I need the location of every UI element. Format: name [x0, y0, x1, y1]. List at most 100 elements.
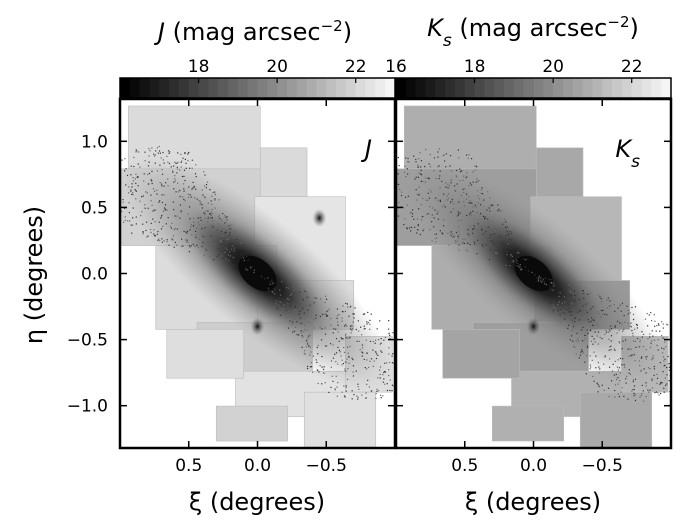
x-axis-label-j: ξ (degrees)	[189, 488, 325, 516]
colorbar-step	[139, 78, 150, 98]
colorbar-step	[228, 78, 239, 98]
colorbar-step	[375, 78, 386, 98]
colorbar-step	[286, 78, 298, 98]
colorbar-step	[504, 78, 515, 98]
colorbar-step	[454, 78, 466, 98]
colorbar-step	[612, 78, 623, 98]
colorbar-step	[277, 78, 288, 98]
colorbar-tick-label: 20	[542, 57, 564, 77]
colorbar-step	[474, 78, 485, 98]
colorbar-step	[178, 78, 190, 98]
galaxy-core	[238, 255, 277, 292]
colorbar-step	[641, 78, 652, 98]
colorbar-step	[592, 78, 603, 98]
bright-source	[526, 317, 541, 336]
colorbar-step	[602, 78, 613, 98]
x-ticks-ks: 0.5 0.0 −0.5	[451, 99, 623, 476]
bright-source	[312, 208, 327, 227]
x-tick-label: 0.5	[175, 456, 202, 476]
mosaic-tile	[166, 329, 245, 379]
colorbar-step	[336, 78, 347, 98]
colorbar-step	[345, 78, 357, 98]
colorbar-step	[661, 78, 672, 98]
x-tick-label: 0.0	[244, 456, 271, 476]
colorbar-tick-label: 18	[464, 57, 486, 77]
panel-ks: Ks 0.5 0.0 −0.5 16 18 20 22 Ks (mag arcsec−2)…	[385, 13, 673, 516]
colorbar-step	[396, 78, 407, 98]
colorbar-step	[247, 78, 258, 98]
surface-brightness-map-j	[120, 105, 395, 448]
colorbar-step	[435, 78, 446, 98]
colorbar-step	[218, 78, 229, 98]
colorbar-step	[257, 78, 268, 98]
colorbar-step	[169, 78, 180, 98]
colorbar-step	[129, 78, 141, 98]
colorbar-step	[267, 78, 278, 98]
colorbar-tick-label: 22	[345, 57, 367, 77]
panel-label-j: J	[361, 135, 372, 163]
colorbar-step	[425, 78, 436, 98]
y-tick-label: −0.5	[67, 331, 108, 351]
y-ticks-j: 1.0 0.5 0.0 −0.5 −1.0	[67, 132, 395, 417]
surface-brightness-map-ks	[396, 105, 671, 448]
colorbar-step	[306, 78, 317, 98]
mosaic-tile	[579, 391, 653, 448]
mosaic-tile	[535, 147, 584, 198]
colorbar-frame	[395, 77, 672, 99]
x-axis-label-ks: ξ (degrees)	[465, 488, 601, 516]
x-tick-label: 0.5	[451, 456, 478, 476]
colorbar-step	[355, 78, 367, 98]
y-axis-label: η (degrees)	[20, 206, 48, 344]
mosaic-tile	[491, 405, 565, 442]
mosaic-tile	[303, 391, 377, 448]
colorbar-step	[159, 78, 170, 98]
colorbar-step	[494, 78, 505, 98]
colorbar-step	[562, 78, 574, 98]
bright-source	[250, 317, 265, 336]
x-ticks-j: 0.5 0.0 −0.5	[175, 99, 347, 476]
colorbar-step	[445, 78, 456, 98]
colorbar-step	[484, 78, 495, 98]
colorbar-step	[316, 78, 327, 98]
colorbar-step	[631, 78, 643, 98]
colorbar-step	[188, 78, 200, 98]
colorbar-step	[553, 78, 564, 98]
y-tick-label: 0.5	[81, 198, 108, 218]
colorbar-step	[208, 78, 219, 98]
colorbar-tick-label: 16	[385, 57, 407, 77]
y-ticks-ks	[396, 140, 671, 407]
colorbar-step	[365, 78, 376, 98]
colorbar-step	[149, 78, 160, 98]
colorbar-step	[464, 78, 476, 98]
colorbar-step	[582, 78, 593, 98]
colorbar-step	[621, 78, 633, 98]
panel-j: J 0.5 0.0 −0.5 1.0 0.5 0.0 −0.5 −1.0 18 20 22 J …	[20, 17, 397, 516]
y-tick-label: 1.0	[81, 132, 108, 152]
y-tick-label: −1.0	[67, 397, 108, 417]
colorbar-step	[572, 78, 584, 98]
colorbar-ks: 16 18 20 22	[385, 57, 672, 99]
colorbar-j: 18 20 22	[119, 57, 396, 99]
colorbar-label-j: J (mag arcsec−2)	[154, 17, 352, 46]
colorbar-tick-label: 18	[188, 57, 210, 77]
x-tick-label: −0.5	[582, 456, 623, 476]
colorbar-step	[513, 78, 525, 98]
mosaic-tile	[442, 329, 521, 379]
colorbar-step	[326, 78, 337, 98]
colorbar-step	[523, 78, 534, 98]
colorbar-step	[651, 78, 662, 98]
colorbar-step	[385, 78, 396, 98]
galaxy-core	[514, 255, 553, 292]
y-tick-label: 0.0	[81, 265, 108, 285]
x-tick-label: 0.0	[520, 456, 547, 476]
colorbar-step	[543, 78, 554, 98]
colorbar-tick-label: 20	[266, 57, 288, 77]
mosaic-tile	[259, 147, 308, 198]
colorbar-step	[415, 78, 426, 98]
colorbar-tick-label: 22	[621, 57, 643, 77]
mosaic-tile	[215, 405, 289, 442]
x-tick-label: −0.5	[306, 456, 347, 476]
colorbar-step	[296, 78, 308, 98]
point-sources	[396, 148, 671, 402]
